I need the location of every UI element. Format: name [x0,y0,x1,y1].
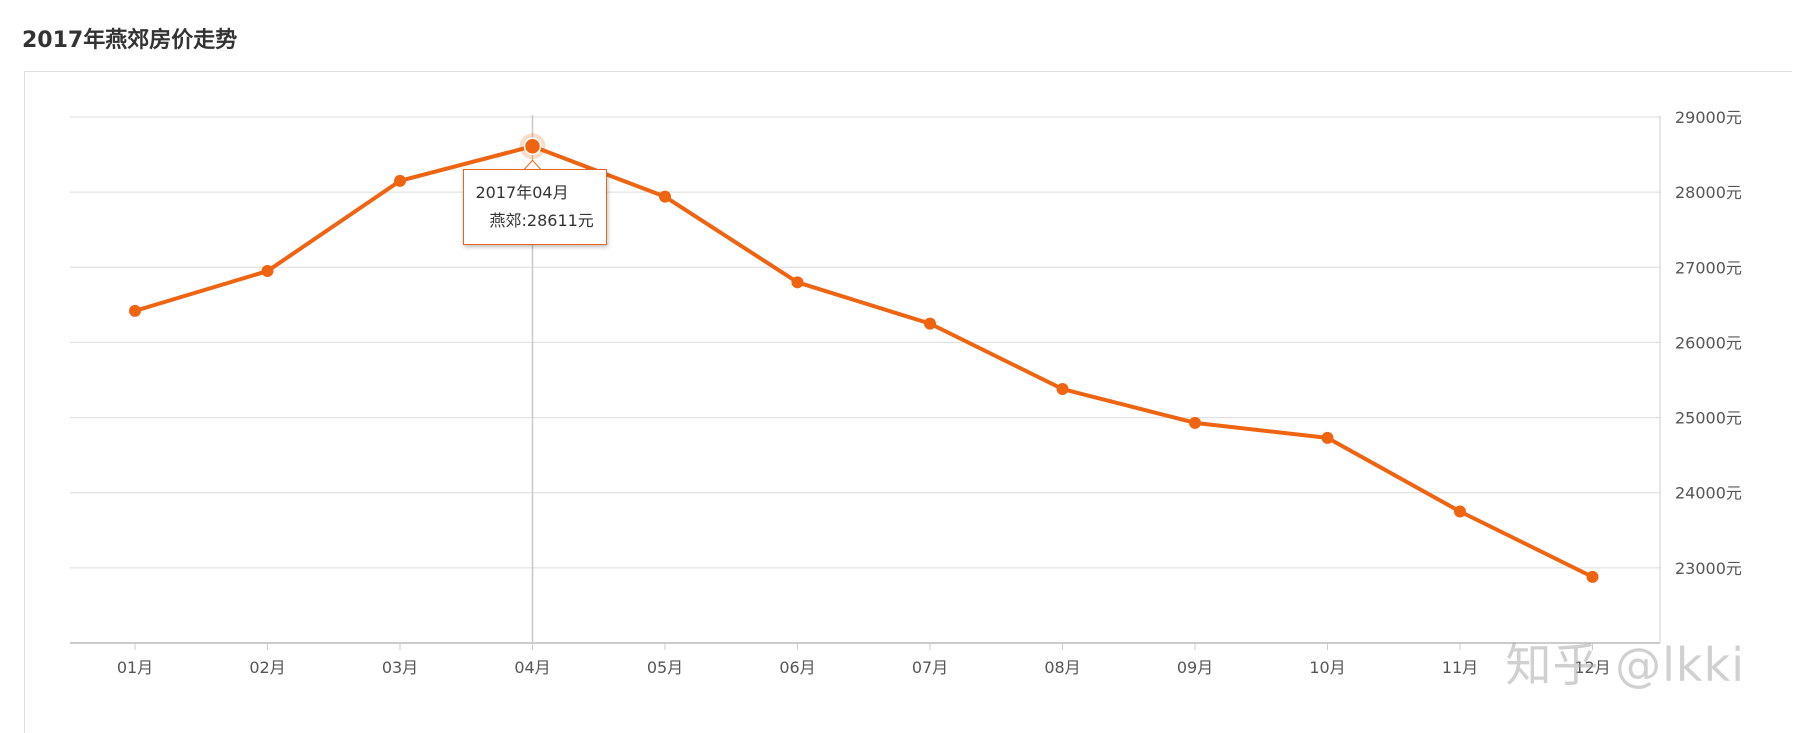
tooltip-value-row: 燕郊:28611元 [476,207,594,235]
data-point [261,265,274,278]
data-point [924,317,936,330]
data-point [1189,416,1201,429]
data-point [1454,505,1466,518]
tooltip-title: 2017年04月 [475,183,569,203]
y-tick-label: 25000元 [1675,409,1742,428]
tooltip-value: 28611元 [526,211,594,231]
tooltip-series-label: 燕郊: [489,211,527,231]
data-point [1321,431,1334,444]
x-tick-label: 05月 [647,658,683,677]
y-tick-label: 29000元 [1675,108,1742,127]
data-point [1586,570,1599,583]
x-tick-label: 06月 [779,658,815,677]
x-tick-label: 08月 [1044,658,1080,677]
series-line [133,144,1595,579]
y-tick-label: 24000元 [1675,484,1742,503]
y-tick-label: 27000元 [1675,258,1742,277]
data-point [791,276,804,289]
x-tick-label: 10月 [1309,658,1345,677]
y-tick-label: 23000元 [1675,559,1742,578]
x-tick-label: 03月 [382,658,418,677]
data-point [394,174,406,187]
data-point [1056,383,1069,396]
data-point-highlighted [523,137,542,155]
x-tick-label: 11月 [1442,658,1478,677]
data-point [129,304,141,317]
chart-panel [24,71,1792,733]
chart-tooltip: 2017年04月 燕郊:28611元 [462,169,607,246]
watermark: 知乎 @lkki [1505,638,1745,692]
page-title: 2017年燕郊房价走势 [22,28,238,53]
x-tick-label: 07月 [912,658,948,677]
x-tick-label: 02月 [249,658,285,677]
y-tick-label: 26000元 [1675,333,1742,352]
data-point [659,190,671,203]
y-tick-label: 28000元 [1675,183,1742,202]
x-tick-label: 12月 [1574,658,1610,677]
x-tick-label: 09月 [1177,658,1213,677]
x-tick-label: 01月 [117,658,153,677]
x-tick-label: 04月 [514,658,550,677]
